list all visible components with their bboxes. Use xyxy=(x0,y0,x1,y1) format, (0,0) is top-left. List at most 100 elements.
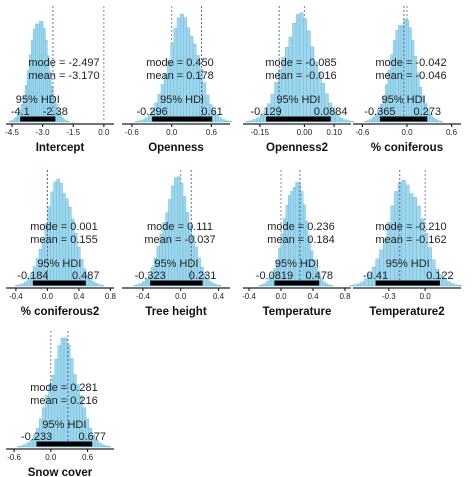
histogram-bar xyxy=(21,283,25,287)
histogram-bar xyxy=(133,285,137,287)
histogram-bar xyxy=(23,444,28,448)
x-tick-label: -0.15 xyxy=(251,128,270,137)
mode-label: mode = -0.210 xyxy=(375,221,446,233)
hdi-low-value: -4.1 xyxy=(11,106,30,118)
histogram-bar xyxy=(360,281,365,287)
histogram-bar xyxy=(94,283,99,287)
histogram-bar xyxy=(453,284,458,287)
hdi-label: 95% HDI xyxy=(16,94,60,106)
histogram-bar xyxy=(228,121,232,123)
histogram-bar xyxy=(446,281,451,287)
histogram-bar xyxy=(342,119,347,123)
x-tick-label: 0.6 xyxy=(206,128,218,137)
hdi-high-value: 0.231 xyxy=(189,270,217,282)
hdi-low-value: -0.0819 xyxy=(256,270,293,282)
histogram-bar xyxy=(372,117,376,123)
mode-label: mode = -2.497 xyxy=(28,57,99,69)
hdi-label: 95% HDI xyxy=(37,258,81,270)
histogram-bar xyxy=(138,120,143,123)
panel-title: % coniferous2 xyxy=(21,306,100,318)
histogram-bar xyxy=(437,120,441,123)
hdi-high-value: 0.478 xyxy=(305,270,333,282)
histogram-bar xyxy=(141,119,146,123)
hdi-high-value: 0.273 xyxy=(414,106,442,118)
mean-label: mean = -0.037 xyxy=(144,234,215,246)
x-tick-label: 0.0 xyxy=(420,292,432,301)
mode-label: mode = 0.111 xyxy=(147,221,213,233)
histogram-bar xyxy=(18,284,22,287)
x-tick-label: -3.0 xyxy=(36,128,50,137)
hdi-high-value: 0.487 xyxy=(72,270,100,282)
panel-title: Tree height xyxy=(145,306,207,318)
histogram-bar xyxy=(364,121,368,123)
panel-title: Temperature2 xyxy=(369,306,444,318)
x-tick-label: -0.4 xyxy=(242,292,256,301)
histogram-bar xyxy=(107,446,111,448)
histogram-bar xyxy=(63,119,66,123)
x-tick-label: -0.3 xyxy=(382,292,396,301)
histogram-bar xyxy=(457,285,462,287)
mode-label: mode = -0.042 xyxy=(375,57,446,69)
x-tick-label: -1.5 xyxy=(66,128,80,137)
histogram-bar xyxy=(170,43,175,123)
hdi-label: 95% HDI xyxy=(276,94,320,106)
mean-label: mean = -0.016 xyxy=(265,70,336,82)
histogram-bar xyxy=(104,445,108,448)
histogram-bar xyxy=(369,119,373,123)
histogram-bar xyxy=(26,442,31,448)
histogram-bar xyxy=(142,281,146,287)
histogram-bar xyxy=(214,284,219,287)
x-tick-label: 0.0 xyxy=(401,128,413,137)
hdi-high-value: 0.0884 xyxy=(314,106,348,118)
histogram-bar xyxy=(65,120,68,123)
mode-label: mode = 0.450 xyxy=(146,57,214,69)
hdi-low-value: -0.184 xyxy=(17,270,48,282)
x-tick-label: 0.8 xyxy=(105,292,117,301)
histogram-bar xyxy=(8,121,12,123)
mean-label: mean = -0.162 xyxy=(375,234,446,246)
histogram-bar xyxy=(15,285,19,287)
histogram-bar xyxy=(144,117,149,123)
histogram-bar xyxy=(432,117,436,123)
hdi-label: 95% HDI xyxy=(154,258,198,270)
histogram-bar xyxy=(327,284,331,287)
hdi-low-value: -0.129 xyxy=(250,106,281,118)
x-tick-label: 0.0 xyxy=(45,453,57,462)
histogram-bar xyxy=(221,119,226,123)
histogram-bar xyxy=(97,284,102,287)
histogram-bar xyxy=(252,119,257,123)
histogram-bar xyxy=(450,283,455,287)
hdi-low-value: -0.323 xyxy=(135,270,166,282)
hdi-label: 95% HDI xyxy=(275,258,319,270)
x-tick-label: 0.4 xyxy=(213,292,225,301)
mode-label: mode = -0.085 xyxy=(265,57,336,69)
histogram-bar xyxy=(249,120,254,123)
hdi-low-value: -0.296 xyxy=(136,106,167,118)
x-tick-label: 0.0 xyxy=(166,128,178,137)
histogram-bar xyxy=(416,205,421,287)
hdi-label: 95% HDI xyxy=(386,258,430,270)
histogram-bar xyxy=(14,117,18,123)
x-tick-label: -0.6 xyxy=(356,128,370,137)
histogram-bar xyxy=(349,121,354,123)
histogram-bar xyxy=(265,281,269,287)
histogram-bar xyxy=(339,117,344,123)
x-tick-label: -0.6 xyxy=(7,453,21,462)
hdi-label: 95% HDI xyxy=(382,94,426,106)
x-tick-label: 0.4 xyxy=(73,292,85,301)
histogram-bar xyxy=(256,117,261,123)
histogram-bar xyxy=(192,43,197,123)
mean-label: mean = -0.046 xyxy=(375,70,446,82)
histogram-bar xyxy=(68,206,72,287)
mode-label: mode = 0.001 xyxy=(30,221,98,233)
mean-label: mean = 0.184 xyxy=(267,234,335,246)
x-tick-label: -0.4 xyxy=(9,292,23,301)
hdi-label: 95% HDI xyxy=(42,419,86,431)
panel-title: Openness xyxy=(148,142,204,154)
